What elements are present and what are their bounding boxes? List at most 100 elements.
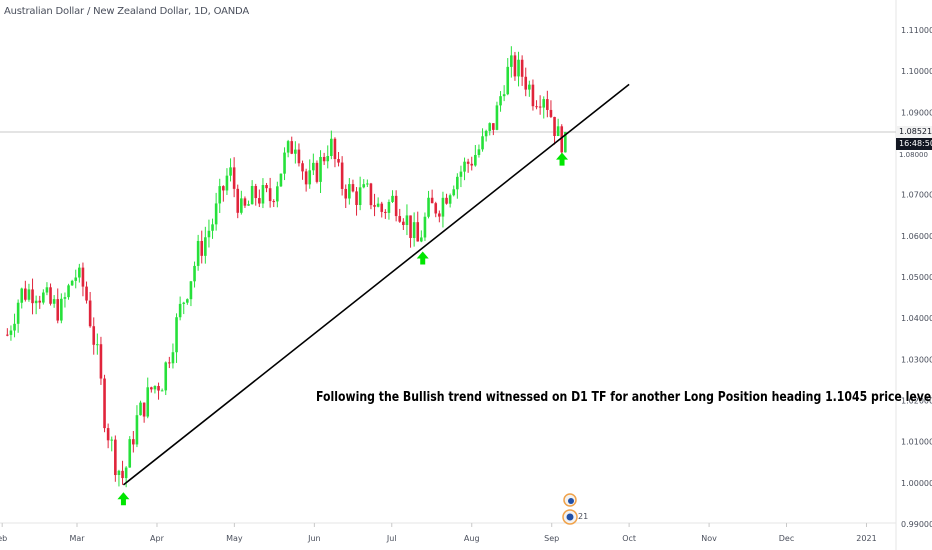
up-arrow-icon: [416, 251, 429, 265]
candle-body: [272, 201, 276, 203]
candle-body: [132, 439, 135, 445]
countdown-tag: 16:48:50: [896, 138, 932, 151]
candle-body: [326, 155, 330, 162]
candle-body: [9, 330, 13, 335]
candle-body: [499, 96, 502, 106]
candle-body: [290, 141, 294, 154]
candle-body: [524, 76, 528, 90]
candle-body: [495, 105, 499, 130]
candle-body: [474, 154, 477, 166]
candles: [6, 46, 567, 488]
candle-body: [106, 428, 110, 441]
time-tick-label: Aug: [464, 534, 480, 543]
candle-body: [81, 267, 85, 287]
candle-body: [56, 299, 60, 321]
price-tick-label: 1.10000: [901, 67, 932, 76]
candle-body: [398, 216, 402, 222]
candle-body: [70, 280, 74, 286]
candle-body: [308, 170, 312, 185]
candle-body: [358, 187, 362, 205]
candle-body: [250, 186, 254, 205]
time-tick-label: 2021: [856, 534, 876, 543]
candle-body: [34, 300, 38, 304]
candle-body: [492, 123, 495, 130]
candle-body: [322, 156, 326, 162]
candle-body: [38, 300, 42, 303]
candle-body: [344, 188, 348, 199]
time-tick-label: Sep: [544, 534, 559, 543]
candle-body: [258, 198, 261, 204]
candle-body: [261, 185, 265, 204]
candle-body: [477, 149, 481, 155]
event-count: 21: [578, 512, 588, 521]
event-flag-icon: [566, 513, 574, 521]
candle-body: [520, 59, 524, 77]
events: 21: [562, 493, 588, 525]
candle-body: [452, 189, 456, 196]
candle-body: [340, 162, 344, 189]
candle-body: [330, 138, 333, 156]
candle-body: [164, 362, 168, 391]
time-tick-label: Jul: [386, 534, 397, 543]
candle-body: [240, 198, 243, 213]
candle-body: [315, 162, 319, 182]
candle-body: [348, 184, 351, 199]
candle-body: [135, 415, 139, 445]
candle-body: [528, 84, 531, 90]
candle-body: [333, 138, 337, 160]
candle-body: [560, 126, 564, 153]
candle-body: [49, 287, 52, 304]
candle-body: [470, 163, 474, 166]
candle-body: [254, 186, 258, 199]
candle-body: [225, 175, 229, 191]
candle-body: [466, 161, 470, 164]
candle-body: [117, 470, 121, 476]
candle-body: [63, 297, 67, 299]
candle-body: [456, 176, 459, 190]
candle-body: [85, 286, 88, 301]
candle-body: [232, 167, 236, 189]
candle-body: [150, 387, 153, 390]
candle-body: [193, 265, 196, 282]
candle-body: [423, 216, 427, 238]
candle-body: [157, 385, 160, 391]
candle-body: [294, 149, 297, 154]
up-arrow-icon: [556, 152, 569, 166]
candle-body: [236, 188, 240, 213]
candle-body: [463, 161, 466, 172]
candle-body: [229, 167, 232, 176]
candle-body: [434, 203, 438, 214]
price-tick-label: 1.09000: [901, 108, 932, 117]
price-tick-label: 1.06000: [901, 232, 932, 241]
candle-body: [394, 195, 398, 217]
candle-body: [279, 173, 283, 187]
candle-body: [222, 186, 225, 191]
candle-body: [420, 237, 423, 242]
candle-body: [448, 195, 452, 204]
candle-body: [351, 184, 355, 192]
candle-body: [16, 302, 20, 324]
arrows: [117, 152, 569, 506]
candle-body: [355, 191, 358, 205]
candle-body: [24, 288, 27, 300]
candle-body: [20, 288, 24, 303]
candle-body: [214, 203, 218, 225]
price-tick-label: 1.04000: [901, 314, 932, 323]
candle-body: [247, 204, 250, 206]
candle-body: [337, 159, 340, 163]
candle-body: [92, 326, 96, 345]
price-tick-label: 1.11000: [901, 26, 932, 35]
time-tick-label: eb: [0, 534, 7, 543]
candle-body: [459, 171, 463, 177]
candle-body: [484, 130, 488, 137]
candle-body: [402, 221, 405, 226]
candle-body: [88, 300, 92, 327]
time-tick-label: Dec: [779, 534, 794, 543]
candle-body: [405, 215, 409, 226]
candle-body: [366, 183, 369, 185]
candle-body: [373, 205, 376, 207]
candle-body: [243, 198, 247, 206]
candle-body: [384, 211, 387, 213]
candle-body: [196, 240, 200, 266]
